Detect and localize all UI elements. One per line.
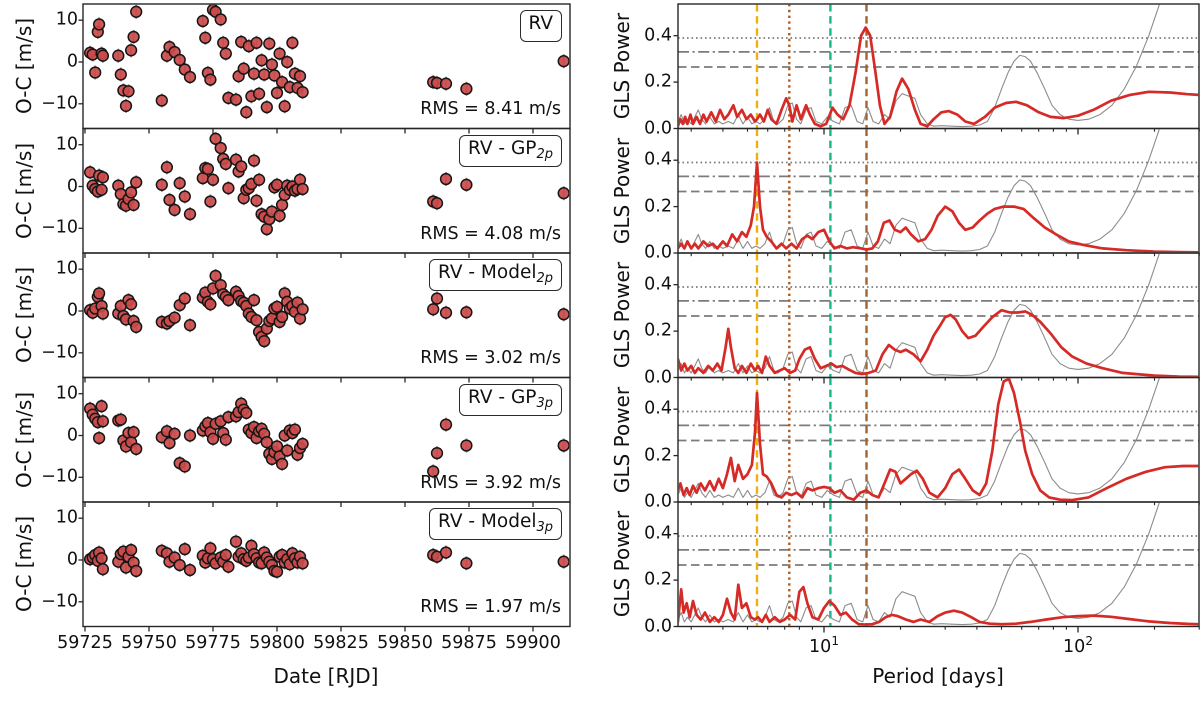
- ytick-label: 0.0: [644, 491, 672, 512]
- ytick-label: 0.4: [644, 398, 672, 419]
- xtick-label-log: 101: [791, 634, 857, 657]
- ytick-label: 0.2: [644, 71, 672, 92]
- panel-label-rv-gp3p: RV - GP3p: [459, 383, 562, 416]
- ytick-label: −10: [41, 466, 78, 487]
- ytick-label: 0.4: [644, 25, 672, 46]
- xtick-label-log: 102: [1045, 634, 1111, 657]
- ytick-label: 10: [55, 9, 78, 30]
- xtick-label: 59875: [441, 633, 497, 653]
- panel-label-text: RV - GP: [468, 386, 537, 408]
- ytick-label: 10: [55, 507, 78, 528]
- xtick-label: 59900: [505, 633, 561, 653]
- ytick-label: −10: [41, 342, 78, 363]
- rms-value-4: RMS = 3.92 m/s: [420, 472, 561, 493]
- ytick-label: 0.2: [644, 445, 672, 466]
- ytick-label: −10: [41, 591, 78, 612]
- ytick-label: 0.0: [644, 616, 672, 637]
- panel-label-sub: 2p: [536, 271, 553, 286]
- rms-value-2: RMS = 4.08 m/s: [420, 223, 561, 244]
- rms-value-5: RMS = 1.97 m/s: [420, 597, 561, 617]
- y-axis-label-oc-4: O-C [m/s]: [12, 391, 36, 488]
- panel-label-rv-model3p: RV - Model3p: [428, 508, 562, 541]
- ytick-label: 0: [66, 176, 78, 197]
- panel-label-rv-model2p: RV - Model2p: [428, 259, 562, 292]
- panel-label-rv: RV: [519, 10, 562, 43]
- rms-value-1: RMS = 8.41 m/s: [420, 99, 561, 119]
- ytick-label: 0.4: [644, 149, 672, 170]
- ytick-label: 0.0: [644, 367, 672, 388]
- xtick-label: 59775: [185, 633, 241, 653]
- ytick-label: 0.0: [644, 242, 672, 263]
- panel-label-rv-gp2p: RV - GP2p: [459, 134, 562, 167]
- xtick-label: 59750: [121, 633, 177, 653]
- ytick-label: 0.2: [644, 569, 672, 590]
- ytick-label: 10: [55, 383, 78, 404]
- panel-label-text: RV: [528, 13, 554, 34]
- ytick-label: 0: [66, 549, 78, 570]
- xtick-exp: 1: [831, 634, 839, 648]
- rms-value-3: RMS = 3.02 m/s: [420, 348, 561, 368]
- y-axis-label-oc-5: O-C [m/s]: [12, 515, 36, 613]
- ytick-label: 0.2: [644, 320, 672, 341]
- ytick-label: 0: [66, 51, 78, 72]
- y-axis-label-oc-1: O-C [m/s]: [12, 17, 36, 115]
- xtick-label: 59825: [313, 633, 369, 653]
- xtick-label: 59725: [57, 633, 113, 653]
- ytick-label: 0.2: [644, 196, 672, 217]
- xtick-base: 10: [809, 636, 832, 657]
- ytick-label: 10: [55, 134, 78, 155]
- x-axis-label-date: Date [RJD]: [273, 664, 379, 688]
- ytick-label: 0: [66, 300, 78, 321]
- panel-label-text: RV - Model: [437, 262, 537, 283]
- ytick-label: −10: [41, 217, 78, 238]
- ytick-label: 10: [55, 258, 78, 279]
- y-axis-label-oc-2: O-C [m/s]: [12, 142, 36, 239]
- ytick-label: 0.4: [644, 274, 672, 295]
- xtick-base: 10: [1063, 636, 1086, 657]
- panel-label-sub: 3p: [536, 395, 553, 411]
- xtick-label: 59850: [377, 633, 433, 653]
- x-axis-label-period: Period [days]: [872, 664, 1004, 688]
- ytick-label: −10: [41, 93, 78, 114]
- panel-label-sub: 3p: [536, 520, 553, 535]
- ytick-label: 0: [66, 425, 78, 446]
- panel-label-text: RV - Model: [437, 511, 537, 532]
- ytick-label: 0.4: [644, 523, 672, 544]
- panel-label-text: RV - GP: [468, 137, 537, 159]
- xtick-label: 59800: [249, 633, 305, 653]
- panel-label-sub: 2p: [536, 146, 553, 162]
- ytick-label: 0.0: [644, 118, 672, 139]
- xtick-exp: 2: [1085, 634, 1093, 648]
- y-axis-label-oc-3: O-C [m/s]: [12, 266, 36, 364]
